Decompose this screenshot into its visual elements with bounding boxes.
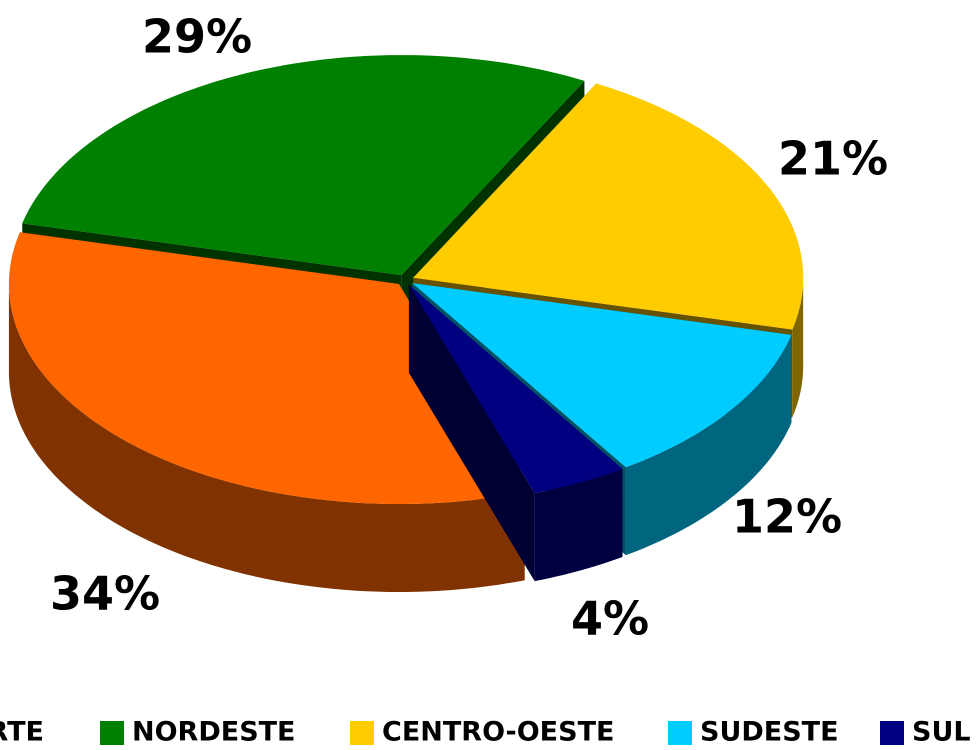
data-label: 12% <box>732 490 842 544</box>
legend-swatch <box>668 721 692 745</box>
slice <box>8 232 525 504</box>
data-label: 21% <box>778 132 888 186</box>
legend-swatch <box>880 721 904 745</box>
slice-side <box>534 468 623 582</box>
slice <box>408 284 623 494</box>
legend-label: SUL <box>912 717 971 747</box>
slice-side <box>625 334 792 556</box>
slice-side <box>792 273 804 418</box>
data-label: 4% <box>571 592 649 646</box>
slice-side <box>408 284 535 582</box>
legend-label: CENTRO-OESTE <box>382 717 614 747</box>
legend-label: SUDESTE <box>700 717 839 747</box>
slice <box>22 55 585 276</box>
legend-label: NORDESTE <box>132 717 296 747</box>
slice-side <box>8 283 525 592</box>
data-label: 29% <box>142 10 252 64</box>
data-label: 34% <box>50 567 160 621</box>
slice <box>412 283 792 468</box>
legend-label: NORTE <box>0 717 44 747</box>
slice <box>413 83 804 330</box>
legend-swatch <box>350 721 374 745</box>
legend-swatch <box>100 721 124 745</box>
